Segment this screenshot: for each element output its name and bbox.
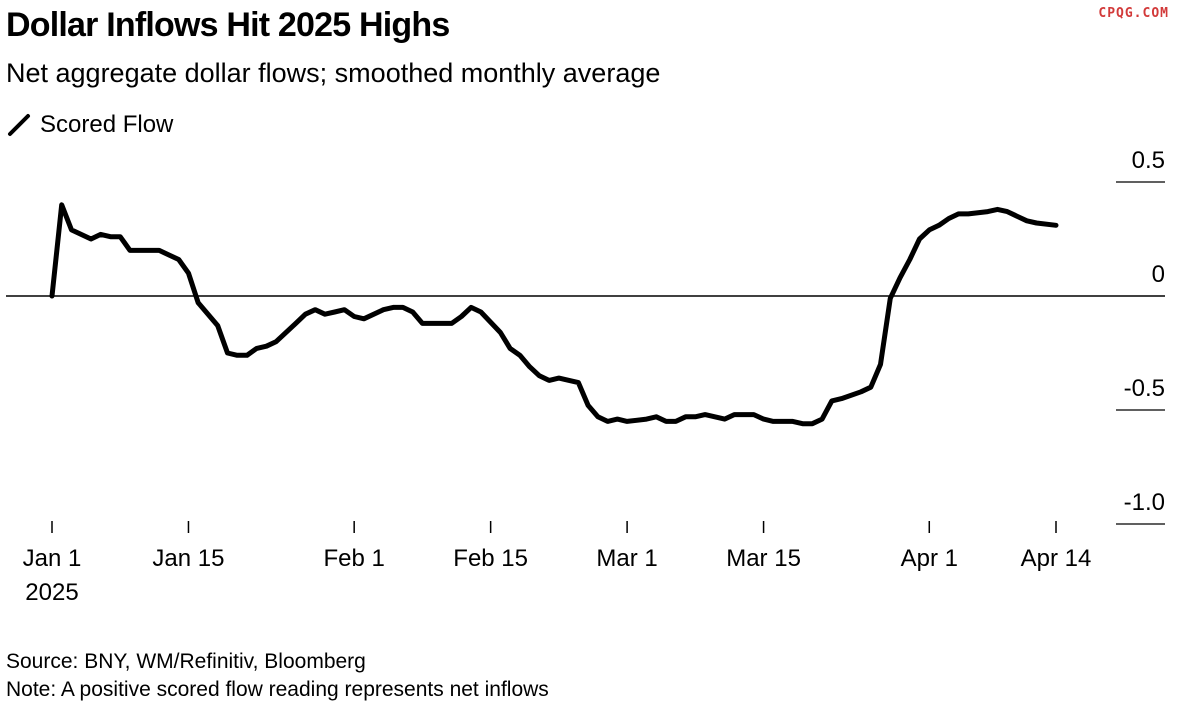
chart-subtitle: Net aggregate dollar flows; smoothed mon… — [6, 58, 661, 88]
series-line-scored-flow — [49, 202, 1059, 427]
x-tick-label: Feb 15 — [453, 545, 528, 572]
x-tick-label: Mar 15 — [726, 545, 801, 572]
x-tick-label: Apr 1 — [901, 545, 958, 572]
watermark: CPQG.COM — [1098, 6, 1169, 21]
y-tick-label: -0.5 — [1124, 375, 1165, 402]
y-tick-label: -1.0 — [1124, 489, 1165, 516]
x-tick-label: Jan 15 — [152, 545, 224, 572]
legend: Scored Flow — [6, 110, 173, 140]
chart-title: Dollar Inflows Hit 2025 Highs — [6, 6, 450, 44]
x-tick-label: Mar 1 — [596, 545, 657, 572]
x-tick-sublabel: 2025 — [25, 579, 78, 606]
x-tick-label: Apr 14 — [1021, 545, 1092, 572]
footnote: Note: A positive scored flow reading rep… — [6, 678, 549, 701]
legend-line-icon — [8, 114, 30, 136]
legend-label-scored-flow: Scored Flow — [40, 111, 174, 138]
x-tick-label: Jan 1 — [23, 545, 82, 572]
x-tick-label: Feb 1 — [323, 545, 384, 572]
y-tick-label: 0 — [1152, 261, 1165, 288]
source-note: Source: BNY, WM/Refinitiv, Bloomberg — [6, 650, 366, 673]
y-tick-label: 0.5 — [1132, 147, 1165, 174]
